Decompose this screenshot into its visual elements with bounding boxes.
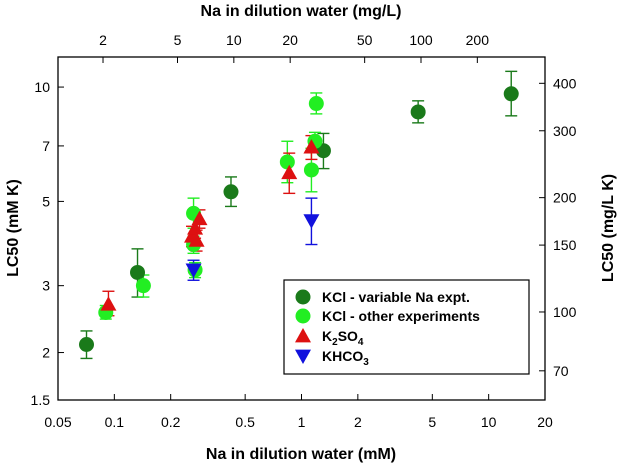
legend-label: KCl - variable Na expt. <box>322 289 470 305</box>
x-tick-label: 10 <box>481 414 497 430</box>
legend-label: KHCO3 <box>322 348 369 368</box>
legend-label-subscript: 4 <box>358 337 364 348</box>
x2-tick-label: 200 <box>466 32 490 48</box>
y2-tick-label: 100 <box>553 304 577 320</box>
x-tick-label: 0.05 <box>44 414 71 430</box>
y2-tick-label: 200 <box>553 190 577 206</box>
legend-box <box>283 279 530 375</box>
data-point <box>130 264 146 280</box>
y2-tick-label: 70 <box>553 363 569 379</box>
y-axis-title: LC50 (mM K) <box>5 179 22 277</box>
x2-tick-label: 10 <box>226 32 242 48</box>
x-axis-title: Na in dilution water (mM) <box>206 446 396 463</box>
x-tick-label: 0.2 <box>161 414 181 430</box>
data-point <box>223 184 239 200</box>
data-point <box>308 96 324 112</box>
x-tick-label: 0.1 <box>105 414 125 430</box>
legend-label-part: K <box>322 328 332 344</box>
series-3-points <box>185 214 320 278</box>
legend: KCl - variable Na expt. KCl - other exper… <box>283 279 530 375</box>
data-point <box>281 164 298 180</box>
legend-label: KCl - other experiments <box>322 308 480 324</box>
x-tick-label: 2 <box>354 414 362 430</box>
x-tick-label: 20 <box>537 414 553 430</box>
y2-axis-title: LC50 (mg/L K) <box>600 174 617 282</box>
legend-label: K2SO4 <box>322 328 364 348</box>
y-tick-label: 1.5 <box>31 392 51 408</box>
y-tick-label: 2 <box>42 345 50 361</box>
data-point <box>303 162 319 178</box>
y-tick-label: 5 <box>42 193 50 209</box>
data-point <box>188 232 205 247</box>
legend-marker <box>295 308 311 324</box>
data-point <box>185 263 202 278</box>
data-markers <box>79 86 519 352</box>
data-point <box>279 154 295 170</box>
y2-tick-label: 300 <box>553 123 577 139</box>
x2-tick-label: 100 <box>409 32 433 48</box>
y-tick-label: 3 <box>42 278 50 294</box>
data-point <box>503 86 519 102</box>
legend-marker <box>295 289 311 305</box>
x2-tick-label: 5 <box>174 32 182 48</box>
axis-ticks: 0.05 0.1 0.2 0.5 1 2 5 10 20 1.5 2 3 5 7 10 2 5 10 20 50 100… <box>31 32 577 430</box>
x2-tick-label: 50 <box>357 32 373 48</box>
data-point <box>303 139 320 154</box>
data-point <box>410 104 426 120</box>
y2-tick-label: 150 <box>553 237 577 253</box>
x2-tick-label: 20 <box>282 32 298 48</box>
legend-label-part: SO <box>338 328 358 344</box>
legend-label-part: KHCO <box>322 348 363 364</box>
series-3-error-bars <box>187 197 318 281</box>
data-point <box>303 214 320 229</box>
legend-label-part: KCl - variable Na expt. <box>322 289 470 305</box>
series-0-points <box>79 86 519 352</box>
x2-tick-label: 2 <box>99 32 107 48</box>
data-point <box>79 336 95 352</box>
data-point <box>187 220 204 235</box>
x-tick-label: 0.5 <box>235 414 255 430</box>
data-point <box>191 210 208 226</box>
legend-label-subscript: 3 <box>363 357 369 368</box>
x2-axis-title: Na in dilution water (mg/L) <box>201 3 402 20</box>
data-point <box>135 278 151 294</box>
y2-tick-label: 400 <box>553 75 577 91</box>
legend-marker <box>295 349 311 364</box>
y-tick-label: 7 <box>42 138 50 154</box>
legend-label-part: KCl - other experiments <box>322 308 480 324</box>
data-point <box>100 296 117 311</box>
series-2-points <box>100 139 320 311</box>
y-tick-label: 10 <box>34 79 50 95</box>
legend-label-subscript: 2 <box>332 337 338 348</box>
x-tick-label: 1 <box>298 414 306 430</box>
x-tick-label: 5 <box>428 414 436 430</box>
legend-marker <box>295 328 311 343</box>
